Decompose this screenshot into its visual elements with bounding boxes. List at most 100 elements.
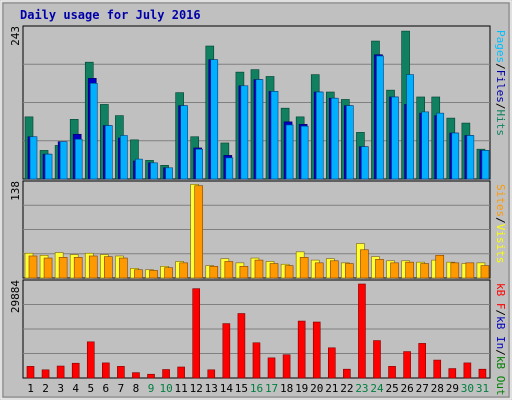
bar-pages (330, 97, 339, 180)
bar-sites (314, 262, 324, 279)
bar-pages (376, 55, 384, 180)
bar-kbf (297, 320, 306, 379)
bar-kbf (41, 369, 50, 379)
bar-pages (466, 135, 475, 180)
bar-sites (88, 255, 98, 279)
day-label: 28 (431, 382, 444, 395)
legend-kbytes: kB F/kB In/kB Out (494, 283, 507, 396)
bar-sites (254, 259, 264, 279)
bar-sites (164, 267, 173, 279)
ymax-label-hits: 243 (9, 26, 22, 46)
bar-pages (481, 150, 490, 180)
day-label: 24 (370, 382, 384, 395)
legend-hits-files-pages-item: Files (494, 70, 507, 103)
day-label: 23 (355, 382, 368, 395)
bar-pages (451, 132, 460, 180)
day-label: 5 (87, 382, 94, 395)
legend-visits-sites-item: / (494, 217, 507, 224)
day-label: 18 (280, 382, 293, 395)
bar-kbf (192, 288, 201, 379)
bar-pages (300, 125, 309, 180)
bar-pages (406, 74, 414, 180)
bar-sites (435, 254, 445, 279)
day-label: 14 (220, 382, 234, 395)
day-label: 8 (133, 382, 140, 395)
bar-kbf (252, 342, 261, 379)
bar-pages (225, 157, 234, 180)
bar-kbf (343, 368, 351, 379)
bar-pages (361, 146, 369, 180)
bar-pages (29, 136, 38, 180)
day-label: 7 (118, 382, 125, 395)
day-label: 11 (175, 382, 188, 395)
bar-sites (390, 262, 399, 279)
bar-sites (209, 265, 219, 279)
bar-kbf (403, 351, 411, 379)
bar-kbf (282, 354, 291, 379)
day-label: 6 (103, 382, 110, 395)
legend-kbytes-item: kB F (494, 283, 507, 310)
legend-hits-files-pages-item: Pages (494, 30, 507, 63)
bar-sites (43, 257, 53, 279)
day-label: 16 (250, 382, 263, 395)
bar-kbf (132, 372, 140, 379)
bar-pages (255, 79, 264, 180)
bar-sites (480, 265, 490, 279)
bar-sites (450, 262, 460, 279)
bar-sites (224, 261, 234, 279)
bar-pages (120, 135, 128, 180)
legend-hits-files-pages-item: Hits (494, 110, 507, 137)
day-label: 31 (476, 382, 489, 395)
day-label: 12 (190, 382, 203, 395)
day-label: 22 (340, 382, 353, 395)
bar-kbf (147, 373, 155, 379)
bar-kbf (177, 366, 185, 379)
bar-pages (240, 85, 249, 180)
bar-pages (180, 105, 188, 180)
bar-sites (28, 255, 38, 279)
day-label: 10 (159, 382, 172, 395)
bar-pages (210, 59, 219, 180)
bar-kbf (267, 357, 276, 379)
legend-kbytes-item: kB Out (494, 356, 507, 396)
bar-pages (195, 148, 204, 180)
legend-visits-sites: Sites/Visits (494, 184, 507, 264)
bar-sites (329, 260, 339, 279)
legend-hits-files-pages: Pages/Files/Hits (494, 30, 507, 136)
day-label: 9 (148, 382, 155, 395)
day-label: 2 (42, 382, 49, 395)
bar-pages (285, 124, 294, 180)
chart-title: Daily usage for July 2016 (20, 8, 201, 22)
day-label: 4 (72, 382, 79, 395)
day-label: 3 (57, 382, 64, 395)
bar-kbf (71, 362, 80, 379)
day-label: 27 (416, 382, 429, 395)
bar-sites (360, 249, 369, 279)
bar-kbf (418, 343, 426, 379)
legend-visits-sites-item: Sites (494, 184, 507, 217)
bar-sites (405, 261, 414, 279)
day-label: 21 (325, 382, 338, 395)
ymax-label-kbytes: 29884 (9, 280, 22, 313)
day-label: 29 (446, 382, 459, 395)
bar-sites (420, 263, 429, 279)
bar-kbf (86, 341, 95, 379)
bar-pages (105, 125, 113, 180)
bar-sites (73, 257, 83, 279)
bar-kbf (237, 313, 246, 379)
day-label: 19 (295, 382, 308, 395)
bar-sites (194, 185, 204, 279)
bar-sites (465, 262, 475, 279)
day-label: 25 (385, 382, 398, 395)
bar-sites (299, 257, 309, 279)
bar-kbf (448, 368, 457, 379)
day-label: 26 (401, 382, 414, 395)
bar-sites (149, 270, 158, 279)
day-label: 17 (265, 382, 278, 395)
bar-sites (239, 265, 249, 279)
bar-pages (315, 91, 324, 180)
bar-kbf (433, 359, 442, 379)
day-label: 20 (310, 382, 323, 395)
bar-kbf (463, 362, 472, 379)
bar-sites (134, 269, 143, 279)
